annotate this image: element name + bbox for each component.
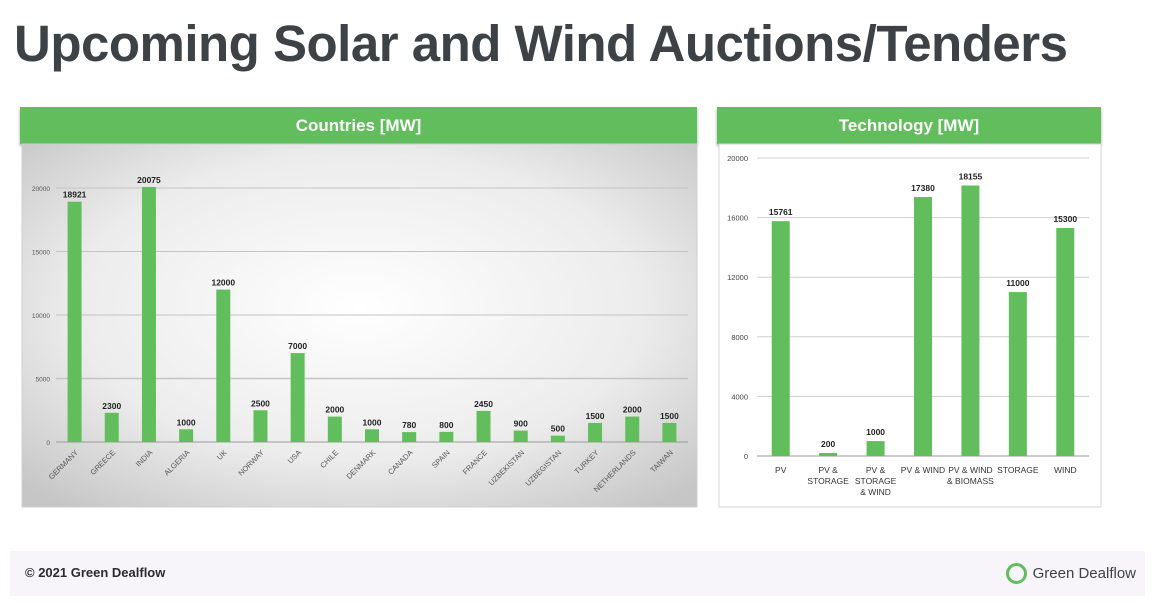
technology-ytick-20000: 20000: [727, 154, 748, 163]
green-ring-logo-icon: [1005, 562, 1027, 584]
countries-bar-uzbekistan: [513, 430, 528, 442]
countries-data-label-uzbegistan: 500: [551, 424, 565, 434]
technology-xtick-wind: WIND: [1054, 465, 1077, 475]
brand-name: Green Dealflow: [1032, 564, 1136, 582]
footer: © 2021 Green Dealflow Green Dealflow: [10, 551, 1145, 596]
countries-ytick-5000: 5000: [36, 377, 51, 384]
technology-bar-pv-storage: [819, 453, 838, 456]
countries-bar-taiwan: [662, 422, 677, 442]
technology-ytick-12000: 12000: [727, 273, 748, 282]
countries-bar-turkey: [588, 422, 603, 442]
technology-ytick-0: 0: [744, 452, 748, 461]
countries-ytick-15000: 15000: [32, 250, 50, 257]
countries-data-label-turkey: 1500: [586, 411, 605, 421]
technology-xtick-storage: STORAGE: [997, 465, 1039, 475]
technology-xtick-pv-wind: PV & WIND: [901, 465, 945, 475]
countries-data-label-usa: 7000: [288, 341, 307, 351]
countries-bar-spain: [439, 431, 454, 442]
countries-bar-france: [476, 410, 491, 442]
countries-data-label-norway: 2500: [251, 398, 270, 408]
technology-data-label-pv: 15761: [769, 207, 793, 217]
technology-data-label-pv-storage: 200: [821, 439, 835, 449]
technology-data-label-storage: 11000: [1006, 278, 1029, 288]
technology-data-label-pv-wind: 17380: [911, 183, 935, 193]
technology-bar-pv: [771, 221, 790, 456]
countries-bar-greece: [104, 412, 119, 442]
countries-bar-germany: [67, 201, 82, 442]
countries-bar-norway: [253, 410, 268, 442]
countries-bar-netherlands: [625, 416, 640, 442]
copyright-text: © 2021 Green Dealflow: [25, 565, 166, 580]
countries-bar-denmark: [365, 429, 379, 442]
technology-bar-storage: [1008, 292, 1027, 456]
technology-ytick-16000: 16000: [727, 214, 748, 223]
technology-bar-pv-storage-wind: [866, 441, 885, 456]
countries-data-label-chile: 2000: [325, 405, 344, 415]
technology-bar-chart: 0 4000 8000 12000 16000 20000 15761 200 1000 173…: [718, 143, 1102, 508]
technology-ytick-8000: 8000: [731, 333, 748, 342]
countries-ytick-10000: 10000: [32, 313, 50, 320]
countries-bar-canada: [402, 432, 417, 442]
countries-data-label-netherlands: 2000: [623, 405, 642, 415]
technology-ytick-4000: 4000: [731, 392, 748, 401]
countries-data-label-spain: 800: [439, 420, 453, 430]
countries-data-label-france: 2450: [474, 399, 493, 409]
countries-ytick-0: 0: [46, 440, 50, 447]
page-title: Upcoming Solar and Wind Auctions/Tenders: [14, 15, 1068, 72]
countries-data-label-denmark: 1000: [363, 417, 382, 427]
technology-bar-wind: [1056, 228, 1075, 456]
countries-chart-background: [21, 143, 698, 508]
technology-xtick-pv-wind-biomass: PV & WIND & BIOMASS: [947, 465, 994, 486]
technology-chart-header: Technology [MW]: [717, 107, 1101, 144]
countries-data-label-canada: 780: [402, 420, 416, 430]
countries-bar-uzbegistan: [550, 435, 565, 442]
technology-data-label-pv-wind-biomass: 18155: [959, 171, 983, 181]
countries-data-label-algeria: 1000: [177, 417, 196, 427]
countries-bar-india: [141, 187, 156, 442]
technology-xtick-pv-storage: PV & STORAGE: [807, 465, 849, 486]
countries-data-label-taiwan: 1500: [660, 411, 679, 421]
countries-data-label-india: 20075: [137, 175, 161, 185]
countries-bar-usa: [290, 353, 305, 442]
countries-ytick-20000: 20000: [32, 186, 50, 193]
countries-data-label-germany: 18921: [63, 190, 87, 200]
countries-data-label-uzbekistan: 900: [514, 419, 528, 429]
brand-logo: Green Dealflow: [1005, 560, 1136, 586]
technology-bar-pv-wind: [914, 197, 932, 456]
countries-bar-uk: [216, 289, 231, 442]
countries-bar-chile: [327, 416, 342, 442]
technology-data-label-pv-storage-wind: 1000: [866, 427, 885, 437]
countries-chart-header: Countries [MW]: [20, 107, 697, 144]
countries-bar-chart: 0 5000 10000 15000 20000 18921 2300 20075 1000 1…: [21, 143, 698, 508]
countries-data-label-greece: 2300: [102, 401, 121, 411]
technology-xtick-pv: PV: [775, 465, 787, 475]
countries-data-label-uk: 12000: [211, 278, 235, 288]
technology-bar-pv-wind-biomass: [961, 185, 980, 456]
technology-xtick-pv-storage-wind: PV & STORAGE & WIND: [855, 465, 897, 497]
technology-data-label-wind: 15300: [1053, 214, 1077, 224]
countries-bar-algeria: [179, 429, 194, 442]
